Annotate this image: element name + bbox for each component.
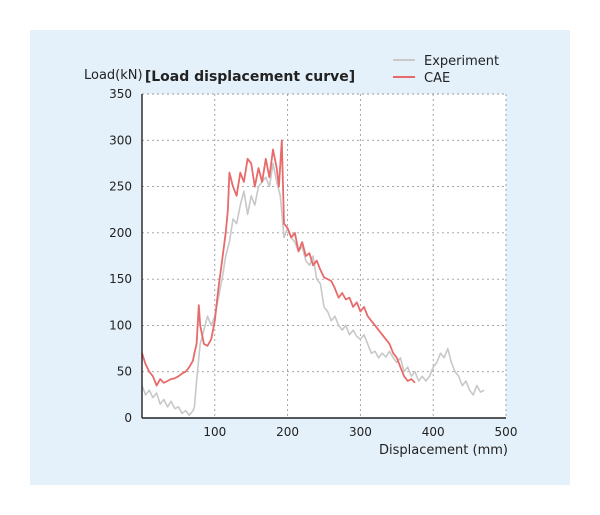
load-displacement-chart: 0 50 100 150 200 250 300 350 100 200 300 400 500 [Lo… xyxy=(30,30,570,485)
x-tick-label: 200 xyxy=(276,425,299,439)
axes xyxy=(141,94,506,419)
plot-area xyxy=(142,94,506,418)
legend-label-experiment: Experiment xyxy=(424,54,499,69)
tick-labels: 0 50 100 150 200 250 300 350 100 200 300 400 500 xyxy=(109,87,517,439)
y-axis-label: Load(kN) xyxy=(84,68,143,83)
series-line-experiment xyxy=(141,162,485,416)
y-tick-label: 300 xyxy=(109,133,132,147)
x-tick-label: 100 xyxy=(203,425,226,439)
y-tick-label: 0 xyxy=(124,411,132,425)
y-tick-label: 200 xyxy=(109,226,132,240)
legend-label-cae: CAE xyxy=(424,71,450,86)
y-tick-label: 150 xyxy=(109,272,132,286)
y-tick-label: 350 xyxy=(109,87,132,101)
grid-lines xyxy=(142,93,507,418)
x-tick-label: 300 xyxy=(349,425,372,439)
chart-title: [Load displacement curve] xyxy=(145,69,355,85)
series-layer xyxy=(141,139,485,416)
chart-panel: 0 50 100 150 200 250 300 350 100 200 300 400 500 [Lo… xyxy=(30,30,570,485)
x-axis-label: Displacement (mm) xyxy=(379,443,508,458)
y-tick-label: 50 xyxy=(117,365,132,379)
y-tick-label: 100 xyxy=(109,318,132,332)
x-tick-label: 500 xyxy=(495,425,518,439)
y-tick-label: 250 xyxy=(109,180,132,194)
x-tick-label: 400 xyxy=(422,425,445,439)
legend: Experiment CAE xyxy=(393,54,499,86)
series-line-cae xyxy=(141,139,416,387)
